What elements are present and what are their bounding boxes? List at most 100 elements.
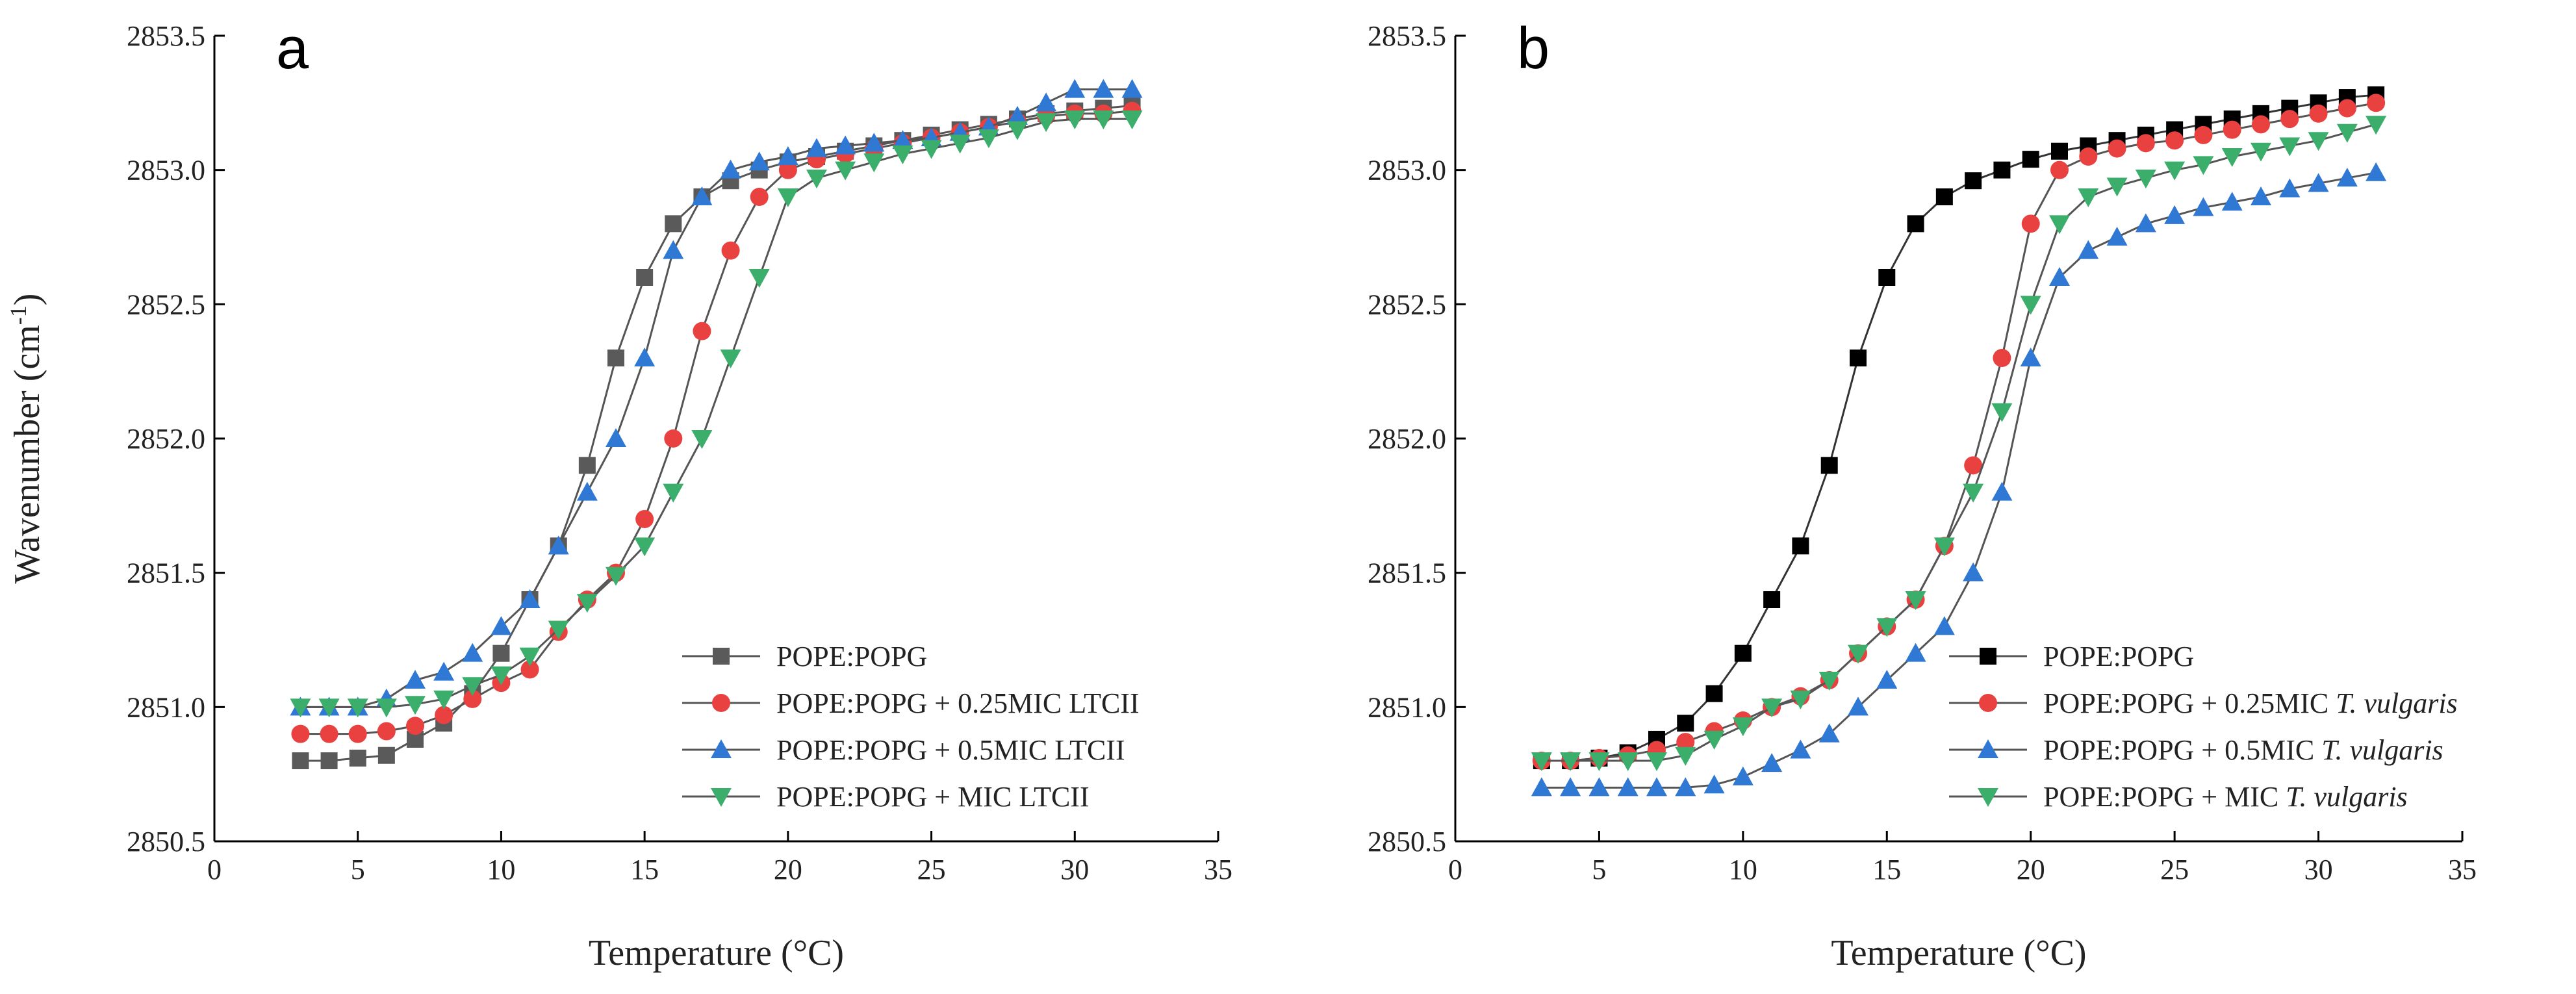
data-point bbox=[1876, 618, 1898, 637]
data-point bbox=[2252, 115, 2270, 134]
data-point bbox=[835, 135, 856, 155]
data-point bbox=[2366, 116, 2387, 135]
y-tick-label: 2853.5 bbox=[1368, 20, 1446, 52]
data-point bbox=[1935, 188, 1953, 205]
y-tick-label: 2852.0 bbox=[127, 423, 205, 455]
data-point bbox=[1993, 349, 2011, 367]
data-point bbox=[2336, 168, 2358, 187]
data-point bbox=[1878, 269, 1896, 286]
y-tick-label: 2851.0 bbox=[1368, 691, 1446, 723]
data-point bbox=[435, 706, 453, 724]
data-point bbox=[377, 746, 395, 764]
legend-label: POPE:POPG + 0.5MIC T. vulgaris bbox=[2043, 734, 2443, 766]
data-point bbox=[318, 698, 340, 718]
data-point bbox=[1732, 766, 1753, 785]
legend-marker bbox=[1978, 788, 1998, 807]
legend-marker bbox=[711, 739, 732, 758]
data-point bbox=[1850, 350, 1867, 366]
data-point bbox=[1036, 92, 1057, 112]
data-point bbox=[1907, 215, 1924, 233]
series-line bbox=[300, 118, 1132, 708]
data-point bbox=[520, 660, 539, 679]
data-point bbox=[292, 752, 309, 769]
data-point bbox=[1734, 644, 1752, 662]
data-point bbox=[2165, 131, 2184, 150]
data-point bbox=[1993, 161, 2011, 179]
data-point bbox=[519, 589, 541, 608]
y-tick-label: 2851.0 bbox=[127, 691, 205, 723]
data-point bbox=[2106, 177, 2128, 197]
data-point bbox=[1677, 715, 1694, 732]
data-point bbox=[1093, 79, 1114, 98]
data-point bbox=[1761, 753, 1783, 772]
data-point bbox=[2221, 148, 2243, 167]
data-point bbox=[2020, 296, 2041, 315]
legend: POPE:POPG POPE:POPG + 0.25MIC LTCII POPE:P… bbox=[682, 641, 1140, 813]
data-point bbox=[720, 159, 741, 179]
x-tick-label: 25 bbox=[917, 854, 946, 886]
data-point bbox=[663, 240, 684, 259]
legend-label-part: POPE:POPG + 0.5MIC bbox=[2043, 734, 2321, 766]
series-2 bbox=[291, 101, 1141, 743]
legend-marker bbox=[1979, 694, 1997, 712]
data-point bbox=[1531, 777, 1552, 796]
chart-panel-b: 0 5 10 15 20 25 30 35 2850.5 2851.0 2851.5 2852.0 28… bbox=[1368, 16, 2477, 973]
data-point bbox=[2194, 125, 2213, 144]
x-tick-label: 5 bbox=[351, 854, 365, 886]
data-point bbox=[491, 666, 512, 685]
data-point bbox=[377, 722, 396, 741]
data-point bbox=[1818, 723, 1840, 743]
data-point bbox=[1790, 690, 1811, 709]
data-point bbox=[348, 724, 367, 743]
data-point bbox=[748, 269, 770, 288]
data-point bbox=[1007, 121, 1028, 140]
legend-label-part: POPE:POPG + 0.5MIC LTCII bbox=[776, 734, 1125, 766]
series-4 bbox=[290, 110, 1143, 718]
data-point bbox=[1963, 562, 1984, 581]
data-point bbox=[2051, 142, 2068, 160]
data-point bbox=[2367, 94, 2386, 112]
data-point bbox=[892, 145, 913, 164]
data-point bbox=[1905, 591, 1926, 610]
panel-label: a bbox=[276, 16, 309, 81]
data-point bbox=[2279, 178, 2301, 198]
data-point bbox=[606, 428, 626, 447]
data-point bbox=[1560, 777, 1581, 796]
data-point bbox=[1965, 172, 1982, 190]
x-tick-label: 30 bbox=[1060, 854, 1089, 886]
data-point bbox=[1064, 79, 1086, 98]
legend-label-part: T. vulgaris bbox=[2321, 734, 2443, 766]
data-point bbox=[463, 689, 482, 708]
series-1 bbox=[1533, 86, 2385, 769]
y-tick-label: 2850.5 bbox=[1368, 826, 1446, 858]
data-point bbox=[1588, 752, 1610, 771]
data-point bbox=[433, 661, 455, 681]
data-point bbox=[320, 752, 338, 769]
data-point bbox=[1676, 733, 1695, 752]
data-point bbox=[376, 698, 397, 718]
data-point bbox=[2221, 192, 2243, 211]
data-point bbox=[663, 483, 684, 503]
data-point bbox=[2050, 160, 2069, 179]
legend-label: POPE:POPG bbox=[776, 641, 927, 672]
data-point bbox=[1705, 685, 1723, 702]
data-point bbox=[2078, 188, 2099, 207]
data-point bbox=[462, 643, 483, 662]
data-point bbox=[1646, 752, 1667, 771]
data-point bbox=[835, 161, 856, 181]
data-point bbox=[1763, 591, 1781, 608]
data-point bbox=[1675, 777, 1696, 796]
data-point bbox=[720, 350, 741, 368]
legend-label: POPE:POPG bbox=[2043, 641, 2194, 672]
data-point bbox=[2049, 215, 2070, 235]
data-point bbox=[2022, 151, 2039, 168]
data-point bbox=[606, 567, 626, 586]
data-point bbox=[2223, 120, 2241, 139]
data-point bbox=[2193, 156, 2214, 175]
data-point bbox=[290, 698, 311, 718]
data-point bbox=[1848, 696, 1868, 716]
data-point bbox=[2279, 137, 2301, 157]
legend-marker bbox=[711, 788, 732, 807]
data-point bbox=[1761, 698, 1783, 718]
data-point bbox=[806, 170, 827, 189]
